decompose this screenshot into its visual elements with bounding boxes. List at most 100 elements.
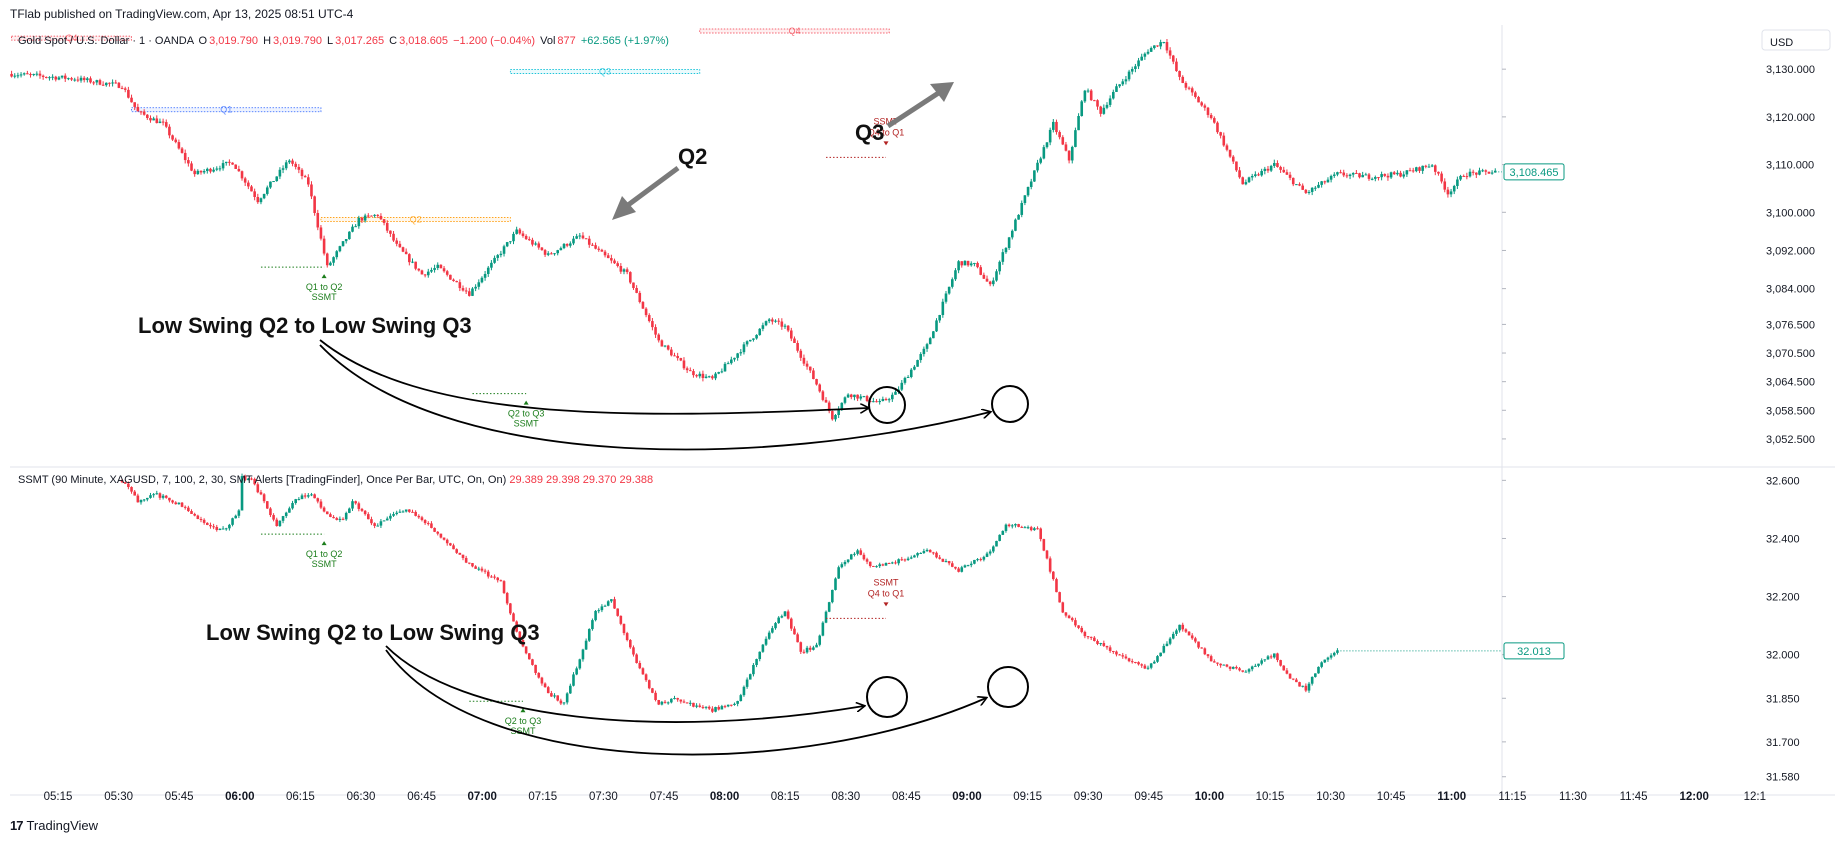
candle-body: [284, 162, 288, 169]
symbol-title[interactable]: Gold Spot / U.S. Dollar · 1 · OANDA: [18, 35, 194, 47]
candle-body: [717, 706, 720, 710]
candle-body: [363, 510, 367, 515]
currency-box[interactable]: [1761, 29, 1831, 51]
candle-body: [1007, 524, 1011, 527]
candle-body: [793, 628, 796, 635]
candle-body: [322, 238, 326, 254]
candle-body: [928, 338, 932, 345]
candle-body: [294, 499, 297, 504]
candle-body: [1115, 86, 1118, 92]
candle-body: [505, 242, 509, 247]
candle-body: [799, 642, 803, 652]
candle-body: [979, 267, 983, 275]
candle-body: [477, 568, 481, 570]
candle-body: [730, 704, 733, 706]
candle-body: [521, 233, 525, 236]
candle-body: [834, 415, 837, 420]
candle-body: [1443, 181, 1447, 190]
candle-body: [1156, 656, 1159, 662]
candle-body: [275, 176, 279, 182]
candle-body: [247, 182, 250, 187]
x-tick-label: 05:30: [104, 791, 133, 803]
candle-body: [1430, 165, 1434, 167]
candle-body: [786, 611, 790, 619]
candle-body: [632, 647, 635, 655]
candle-body: [783, 325, 787, 327]
candle-body: [127, 89, 130, 98]
main-price-badge[interactable]: [1503, 163, 1565, 181]
candle-body: [1456, 179, 1459, 186]
candle-body: [1178, 71, 1181, 77]
candle-body: [57, 77, 61, 80]
candle-body: [932, 552, 935, 554]
candle-body: [307, 495, 310, 497]
candle-body: [527, 653, 531, 660]
candle-body: [411, 511, 414, 513]
indicator-price-badge[interactable]: [1503, 642, 1565, 660]
indicator-title[interactable]: SSMT (90 Minute, XAGUSD, 7, 100, 2, 30, …: [18, 474, 507, 486]
candle-body: [808, 366, 812, 371]
candle-body: [199, 170, 203, 173]
candle-body: [1004, 247, 1008, 253]
candle-body: [935, 552, 938, 558]
candle-body: [666, 702, 670, 704]
candle-body: [928, 549, 932, 553]
candle-body: [534, 664, 537, 673]
candle-body: [73, 79, 77, 81]
candle-body: [771, 628, 774, 633]
close-value: 3,018.605: [399, 35, 449, 47]
candle-body: [546, 253, 550, 255]
annotations-layer: Low Swing Q2 to Low Swing Q3 Q2 Q3 Low Swin…: [138, 82, 1029, 756]
footer-brand[interactable]: 17 TradingView: [10, 818, 98, 833]
candle-body: [357, 503, 361, 509]
ssmt-arrow-down-icon: [883, 141, 889, 146]
candle-body: [1380, 174, 1383, 178]
candle-body: [1004, 524, 1008, 531]
candle-body: [824, 399, 828, 403]
candle-body: [1279, 166, 1282, 170]
candle-body: [1146, 51, 1150, 54]
candle-body: [310, 494, 313, 496]
candle-body: [925, 549, 929, 552]
candle-body: [1323, 181, 1327, 183]
annotation-circle-1-ind: [866, 676, 908, 718]
x-tick-label: 10:30: [1316, 791, 1345, 803]
candle-body: [761, 325, 765, 329]
indicator-pane: 32.600 32.400 32.200 32.000 31.850 31.700 31.5…: [120, 473, 1800, 784]
candle-body: [1471, 171, 1475, 173]
candle-body: [335, 518, 339, 520]
candle-body: [1023, 527, 1027, 529]
currency-label[interactable]: USD: [1770, 37, 1794, 49]
candle-body: [215, 526, 219, 531]
candle-body: [291, 503, 294, 509]
candle-body: [1263, 168, 1267, 171]
candle-body: [1187, 631, 1191, 636]
main-y-tick-label: 3,100.000: [1766, 207, 1815, 219]
candle-body: [556, 695, 560, 701]
candle-body: [1102, 107, 1106, 114]
candle-body: [265, 501, 269, 509]
candle-body: [398, 511, 402, 513]
x-tick-label: 05:45: [165, 791, 194, 803]
candle-body: [992, 546, 995, 552]
candle-body: [862, 554, 866, 560]
zone-q1-band: [131, 107, 322, 113]
candle-body: [957, 261, 960, 271]
candle-body: [474, 286, 477, 289]
candle-body: [357, 217, 361, 227]
candle-body: [1298, 184, 1301, 186]
candle-body: [913, 366, 916, 370]
candle-body: [411, 261, 414, 263]
candle-body: [253, 478, 256, 485]
candle-body: [947, 561, 951, 564]
candle-body: [187, 160, 190, 164]
candle-body: [717, 372, 720, 374]
candle-body: [395, 512, 399, 515]
candle-body: [878, 400, 881, 403]
candle-body: [1048, 129, 1052, 143]
x-tick-label: 10:00: [1195, 791, 1224, 803]
candle-body: [1171, 55, 1175, 62]
candle-body: [1096, 100, 1099, 107]
candle-body: [351, 501, 354, 509]
